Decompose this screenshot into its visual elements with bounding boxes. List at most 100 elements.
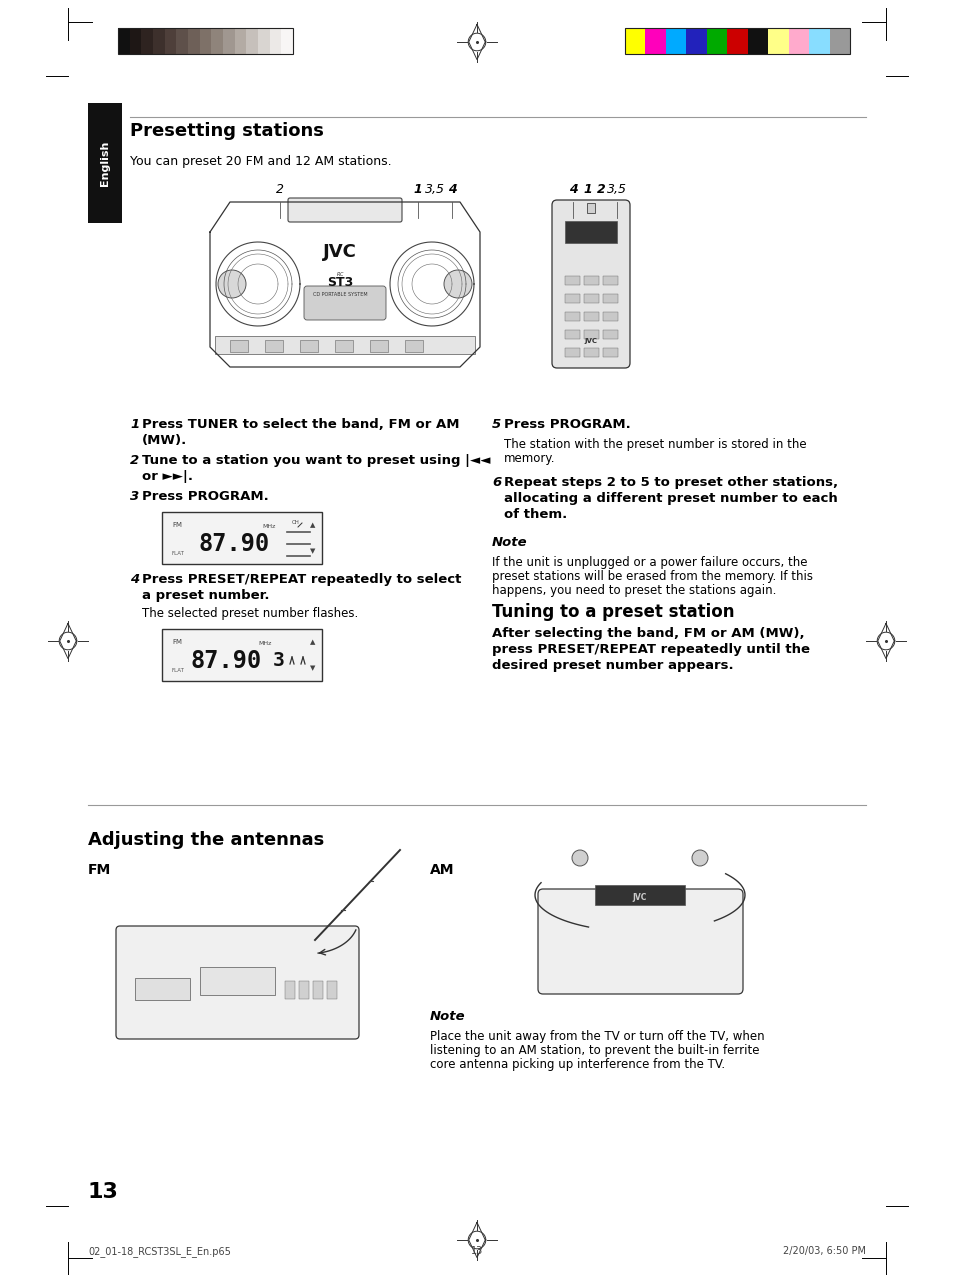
FancyBboxPatch shape	[552, 200, 629, 368]
Text: FLAT: FLAT	[172, 668, 185, 673]
Bar	[586, 203, 595, 213]
Text: core antenna picking up interference from the TV.: core antenna picking up interference fro…	[430, 1058, 724, 1070]
Text: 2: 2	[275, 183, 284, 196]
Text: If the unit is unplugged or a power failure occurs, the: If the unit is unplugged or a power fail…	[492, 556, 806, 569]
Text: 6: 6	[492, 476, 500, 488]
Bar	[706, 28, 727, 54]
Bar	[212, 28, 223, 54]
Bar	[257, 28, 270, 54]
Bar	[281, 28, 294, 54]
Text: ▲: ▲	[310, 522, 315, 528]
Text: Press PRESET/REPEAT repeatedly to select: Press PRESET/REPEAT repeatedly to select	[142, 573, 461, 586]
Bar	[564, 312, 579, 320]
Text: Note: Note	[492, 536, 527, 549]
Text: JVC: JVC	[632, 894, 646, 903]
Text: desired preset number appears.: desired preset number appears.	[492, 659, 733, 672]
Text: After selecting the band, FM or AM (MW),: After selecting the band, FM or AM (MW),	[492, 627, 803, 640]
Bar	[726, 28, 747, 54]
Bar	[118, 28, 293, 54]
Bar	[265, 340, 283, 353]
Bar	[88, 103, 122, 223]
Text: MHz: MHz	[262, 524, 275, 529]
Text: Press TUNER to select the band, FM or AM: Press TUNER to select the band, FM or AM	[142, 418, 459, 431]
Bar	[223, 28, 235, 54]
Text: Tune to a station you want to preset using |◄◄: Tune to a station you want to preset usi…	[142, 454, 490, 467]
Bar	[199, 28, 212, 54]
Text: 4: 4	[447, 183, 456, 196]
Text: JVC: JVC	[323, 244, 356, 262]
Text: happens, you need to preset the stations again.: happens, you need to preset the stations…	[492, 585, 776, 597]
Text: 3: 3	[130, 490, 139, 503]
Text: 87.90: 87.90	[198, 532, 270, 556]
Text: Repeat steps 2 to 5 to preset other stations,: Repeat steps 2 to 5 to preset other stat…	[503, 476, 838, 488]
Text: 13: 13	[471, 1246, 482, 1256]
Bar	[370, 340, 388, 353]
FancyBboxPatch shape	[288, 197, 401, 222]
Text: Presetting stations: Presetting stations	[130, 122, 323, 140]
Bar	[327, 981, 336, 999]
Text: FM: FM	[172, 638, 182, 645]
Bar	[808, 28, 829, 54]
Bar	[624, 28, 645, 54]
Bar	[298, 981, 309, 999]
Bar	[165, 28, 176, 54]
Text: The selected preset number flashes.: The selected preset number flashes.	[142, 606, 358, 620]
Bar	[162, 629, 322, 681]
Text: 1: 1	[414, 183, 422, 196]
Bar	[405, 340, 422, 353]
Text: of them.: of them.	[503, 508, 567, 520]
Bar	[829, 28, 850, 54]
Bar	[767, 28, 788, 54]
Text: Tuning to a preset station: Tuning to a preset station	[492, 603, 734, 620]
Text: The station with the preset number is stored in the: The station with the preset number is st…	[503, 438, 806, 451]
Bar	[602, 329, 618, 338]
Bar	[141, 28, 153, 54]
Bar	[602, 312, 618, 320]
Text: 3,5: 3,5	[606, 183, 626, 196]
Text: Press PROGRAM.: Press PROGRAM.	[142, 490, 269, 503]
Text: 87.90: 87.90	[191, 649, 261, 673]
Text: Adjusting the antennas: Adjusting the antennas	[88, 831, 324, 849]
Bar	[176, 28, 189, 54]
Bar	[602, 347, 618, 356]
Bar	[747, 28, 768, 54]
Bar	[595, 885, 684, 905]
FancyBboxPatch shape	[304, 286, 386, 320]
Bar	[564, 294, 579, 303]
Text: listening to an AM station, to prevent the built-in ferrite: listening to an AM station, to prevent t…	[430, 1044, 759, 1056]
Text: You can preset 20 FM and 12 AM stations.: You can preset 20 FM and 12 AM stations.	[130, 155, 392, 168]
Text: a preset number.: a preset number.	[142, 588, 269, 603]
FancyBboxPatch shape	[537, 888, 742, 994]
Bar	[313, 981, 323, 999]
Bar	[246, 28, 258, 54]
Bar	[285, 981, 294, 999]
Text: 2: 2	[130, 454, 139, 467]
Bar	[152, 28, 165, 54]
Text: ▲: ▲	[310, 638, 315, 645]
Text: FM: FM	[88, 863, 112, 877]
Text: FM: FM	[172, 522, 182, 528]
Bar	[130, 28, 142, 54]
Text: Place the unit away from the TV or turn off the TV, when: Place the unit away from the TV or turn …	[430, 1029, 763, 1044]
Bar	[602, 276, 618, 285]
Text: 5: 5	[492, 418, 500, 431]
Bar	[624, 28, 849, 54]
Text: 13: 13	[88, 1182, 119, 1203]
Bar	[583, 294, 598, 303]
Bar	[583, 347, 598, 356]
Text: MHz: MHz	[257, 641, 271, 646]
Text: Press PROGRAM.: Press PROGRAM.	[503, 418, 630, 431]
Bar	[583, 329, 598, 338]
Text: memory.: memory.	[503, 453, 555, 465]
Circle shape	[443, 271, 472, 297]
Bar	[270, 28, 281, 54]
Text: allocating a different preset number to each: allocating a different preset number to …	[503, 492, 837, 505]
Text: FLAT: FLAT	[172, 551, 185, 556]
Bar	[564, 221, 617, 244]
Bar	[602, 294, 618, 303]
Text: 2: 2	[596, 183, 605, 196]
Bar	[118, 28, 130, 54]
Bar	[685, 28, 706, 54]
Bar	[788, 28, 809, 54]
Bar	[335, 340, 353, 353]
